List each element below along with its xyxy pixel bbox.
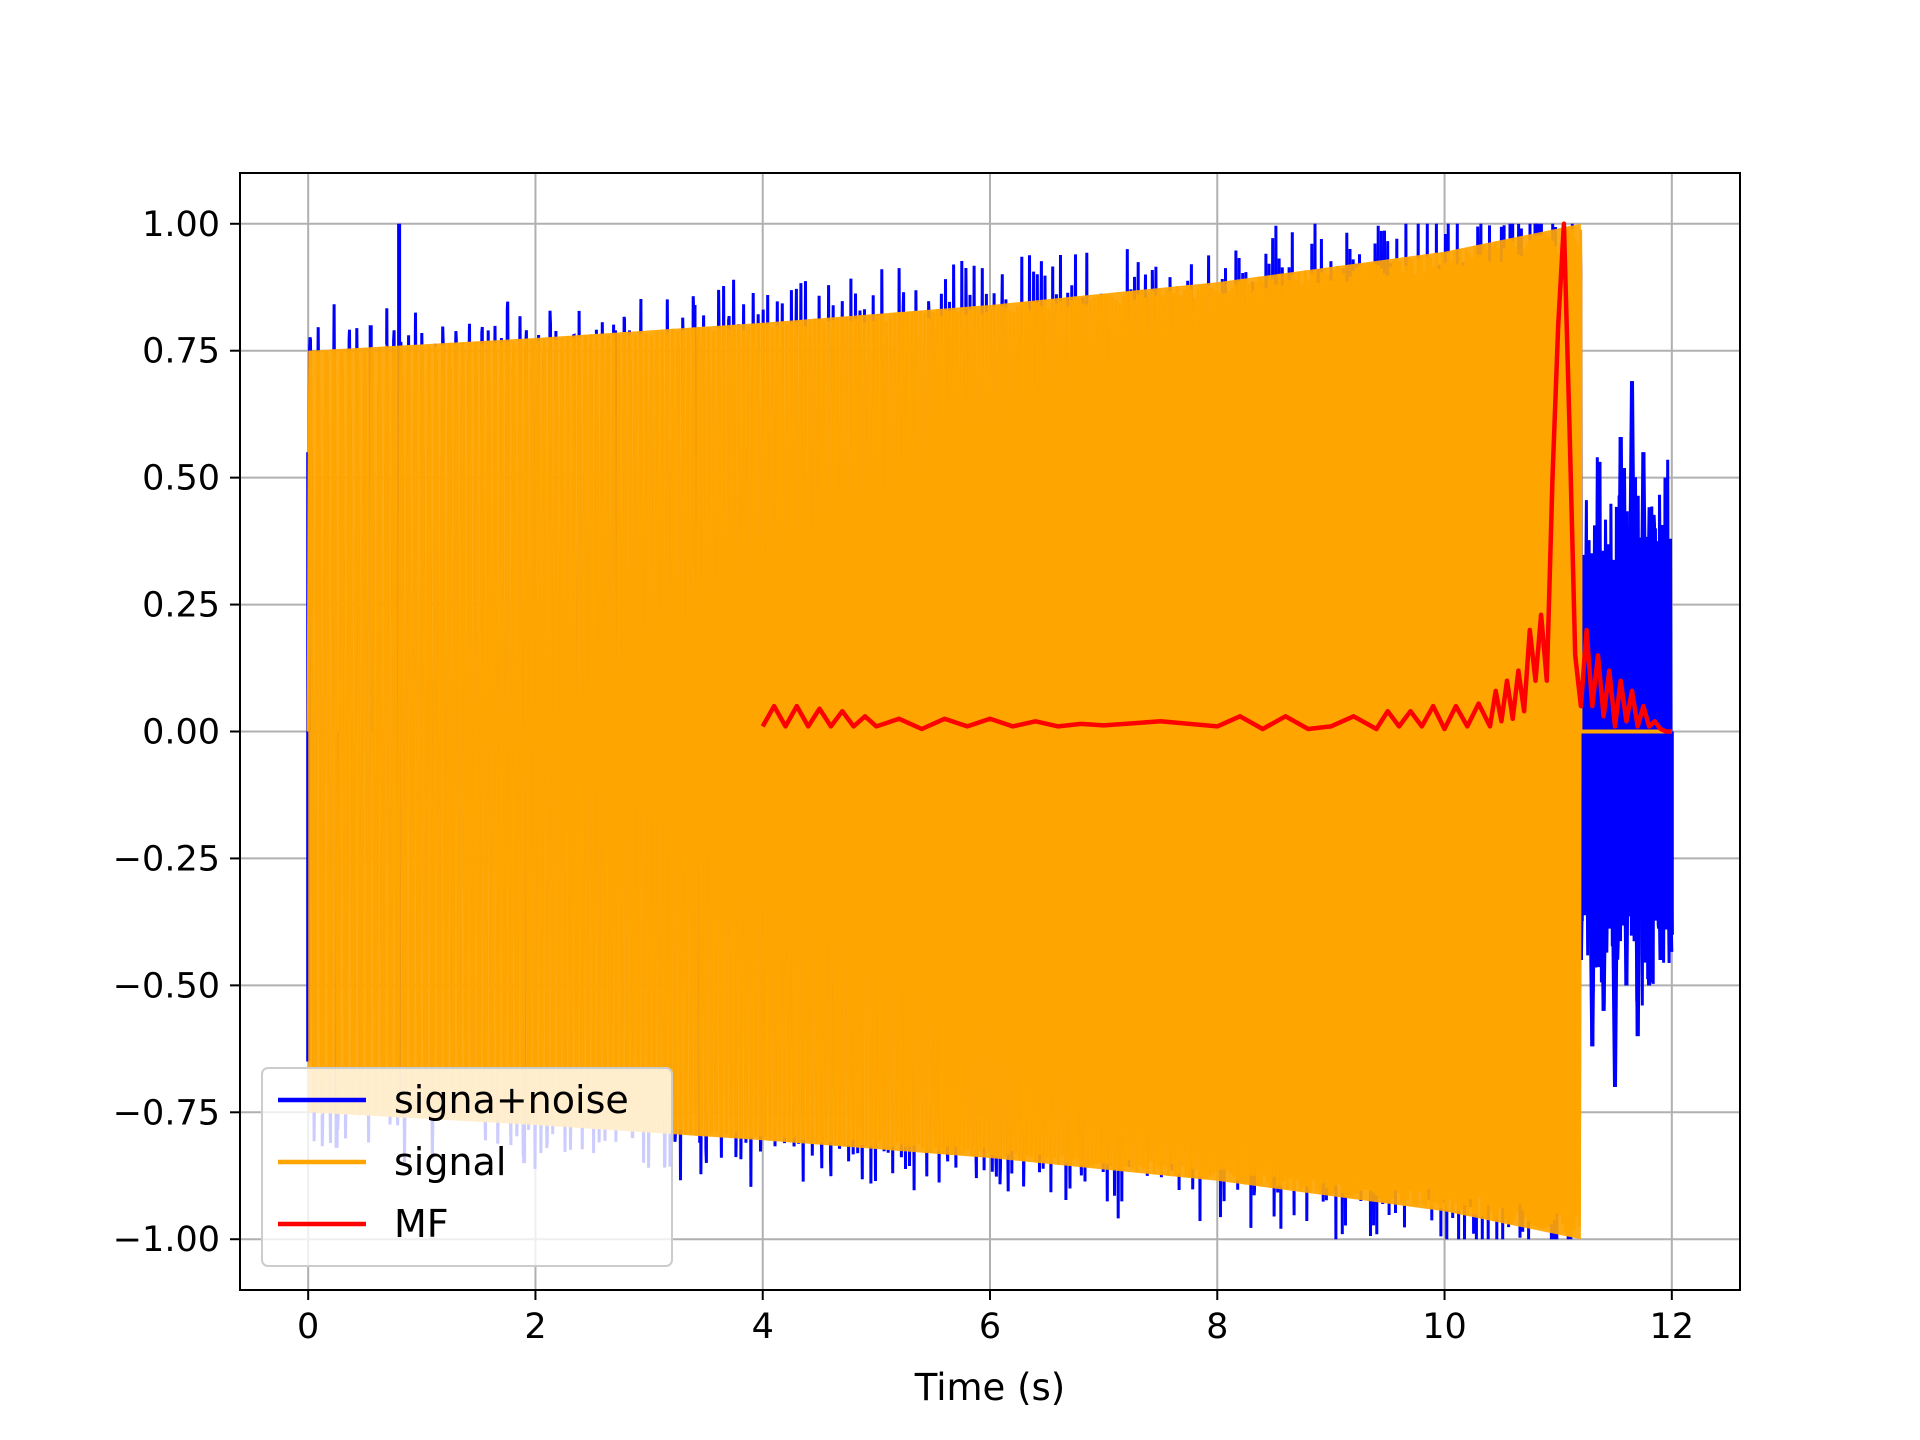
legend-label: MF <box>394 1202 449 1246</box>
series-signal-line <box>306 226 1672 1237</box>
x-tick-label: 0 <box>297 1307 319 1347</box>
series-group <box>306 221 1674 1240</box>
legend-label: signa+noise <box>394 1078 629 1122</box>
x-tick-label: 8 <box>1206 1307 1228 1347</box>
y-tick-label: 0.25 <box>142 586 220 626</box>
x-tick-label: 2 <box>524 1307 546 1347</box>
legend-box <box>261 1067 673 1267</box>
y-tick-label: −0.50 <box>113 966 220 1006</box>
y-tick-label: −0.75 <box>113 1093 220 1133</box>
x-tick-label: 4 <box>752 1307 774 1347</box>
x-tick-label: 12 <box>1650 1307 1695 1347</box>
y-tick-label: 1.00 <box>142 205 220 245</box>
x-tick-label: 6 <box>979 1307 1001 1347</box>
plot-area: 0 2 4 6 8 10 12 1.00 0.75 0.50 0.25 0.00 −0.25 −0.50 −… <box>113 172 1741 1347</box>
y-tick-label: 0.00 <box>142 713 220 753</box>
y-tick-label: 0.50 <box>142 459 220 499</box>
series-mf-line <box>760 221 1672 734</box>
x-tick-label: 10 <box>1422 1307 1467 1347</box>
y-tick-label: 0.75 <box>142 332 220 372</box>
legend-label: signal <box>394 1140 506 1184</box>
x-axis-label: Time (s) <box>914 1366 1065 1409</box>
y-tick-label: −0.25 <box>113 839 220 879</box>
legend: signa+noise signal MF <box>261 1067 673 1267</box>
y-tick-label: −1.00 <box>113 1220 220 1260</box>
